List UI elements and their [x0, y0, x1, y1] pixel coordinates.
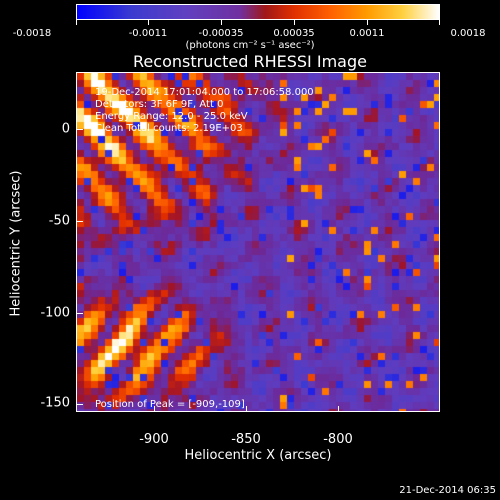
info-line-counts: Clean Total counts: 2.19E+03	[95, 123, 243, 134]
y-tickmark	[77, 221, 83, 222]
chart-title: Reconstructed RHESSI Image	[133, 52, 367, 71]
colorbar-tickmark	[76, 20, 77, 25]
x-axis-label: Heliocentric X (arcsec)	[184, 448, 332, 463]
y-tickmark	[77, 313, 83, 314]
x-tick-label: -850	[231, 432, 261, 447]
colorbar-tickmark	[294, 20, 295, 25]
render-timestamp: 21-Dec-2014 06:35	[399, 485, 496, 496]
plot-area: 19-Dec-2014 17:01:04.000 to 17:06:58.000…	[76, 72, 440, 412]
x-tick-label: -900	[139, 432, 169, 447]
peak-position: Position of Peak = [-909,-109]	[95, 399, 245, 410]
colorbar-tick-label: 0.00035	[273, 28, 315, 39]
colorbar-tick-label: -0.0018	[12, 28, 52, 39]
colorbar-tick-label: -0.0011	[128, 28, 168, 39]
colorbar-tick-label: 0.0011	[349, 28, 385, 39]
x-tickmark	[338, 406, 339, 412]
y-tick-label: -100	[40, 305, 70, 321]
info-line-detectors: Detectors: 3F 6F 9F, Att 0	[95, 99, 224, 110]
y-axis-label: Heliocentric Y (arcsec)	[8, 170, 24, 317]
colorbar-tickmark	[221, 20, 222, 25]
y-tick-label: -50	[48, 213, 70, 229]
colorbar-tickmark	[439, 20, 440, 25]
info-line-energy: Energy Range: 12.0 - 25.0 keV	[95, 111, 248, 122]
colorbar-tickmark	[367, 20, 368, 25]
colorbar-tick-label: 0.0018	[450, 28, 486, 39]
info-line-time: 19-Dec-2014 17:01:04.000 to 17:06:58.000	[95, 87, 314, 98]
colorbar	[76, 4, 440, 20]
y-tickmark	[77, 129, 83, 130]
heatmap-canvas	[77, 73, 439, 411]
colorbar-tickmark	[148, 20, 149, 25]
y-tick-label: -150	[40, 395, 70, 411]
colorbar-tick-label: -0.00035	[198, 28, 244, 39]
x-tickmark	[154, 406, 155, 412]
colorbar-unit: (photons cm⁻² s⁻¹ asec⁻²)	[185, 40, 315, 51]
y-tickmark	[77, 404, 83, 405]
x-tickmark	[246, 406, 247, 412]
y-tick-label: 0	[61, 121, 70, 137]
x-tick-label: -800	[323, 432, 353, 447]
